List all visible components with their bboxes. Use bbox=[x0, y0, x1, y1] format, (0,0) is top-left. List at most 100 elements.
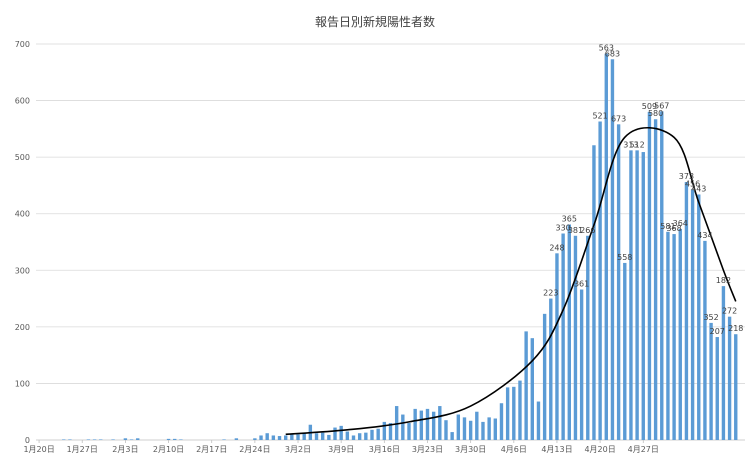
bar bbox=[660, 111, 664, 440]
bar bbox=[487, 417, 491, 440]
x-tick-label: 2月24日 bbox=[239, 445, 270, 454]
data-label: 563 bbox=[599, 44, 614, 53]
bar bbox=[635, 150, 639, 440]
bar bbox=[727, 316, 732, 440]
bar bbox=[111, 439, 115, 440]
bar bbox=[641, 152, 645, 440]
data-label: 352 bbox=[703, 313, 718, 322]
bar bbox=[697, 194, 701, 440]
bar bbox=[629, 150, 633, 440]
bar bbox=[382, 421, 387, 440]
data-labels: 2232483303653813612665215636836735583135… bbox=[543, 0, 749, 336]
bar bbox=[715, 337, 719, 440]
bar bbox=[555, 253, 559, 440]
bar bbox=[99, 439, 103, 440]
bar bbox=[265, 433, 269, 440]
x-tick-label: 4月13日 bbox=[541, 445, 572, 454]
data-label: 313 bbox=[623, 140, 638, 149]
x-tick-label: 4月6日 bbox=[501, 445, 527, 454]
data-label: 567 bbox=[654, 101, 669, 110]
bar bbox=[462, 417, 467, 440]
data-label: 580 bbox=[648, 109, 663, 118]
bar bbox=[524, 331, 528, 440]
bar bbox=[734, 334, 738, 440]
bar bbox=[481, 421, 485, 440]
data-label: 207 bbox=[710, 327, 725, 336]
x-tick-label: 2月17日 bbox=[196, 445, 227, 454]
data-label: 683 bbox=[605, 49, 620, 58]
y-tick-label: 400 bbox=[15, 210, 30, 219]
data-label: 434 bbox=[697, 231, 712, 240]
bar bbox=[598, 121, 602, 440]
x-tick-label: 3月16日 bbox=[369, 445, 400, 454]
bar bbox=[690, 189, 695, 440]
x-tick-label: 3月9日 bbox=[328, 445, 354, 454]
bar bbox=[438, 406, 442, 440]
bar bbox=[493, 418, 498, 440]
bar bbox=[333, 427, 337, 440]
data-label: 218 bbox=[728, 324, 743, 333]
bar bbox=[512, 386, 516, 440]
x-tick-label: 2月3日 bbox=[112, 445, 138, 454]
bar bbox=[123, 438, 128, 440]
bar bbox=[179, 439, 183, 440]
bar bbox=[579, 289, 584, 440]
data-label: 365 bbox=[562, 214, 577, 223]
bar bbox=[394, 406, 399, 440]
bar bbox=[653, 119, 658, 441]
bar bbox=[413, 408, 417, 440]
data-label: 187 bbox=[734, 0, 749, 2]
bar bbox=[277, 436, 282, 440]
bar bbox=[678, 228, 682, 440]
bar bbox=[586, 235, 590, 440]
bar bbox=[234, 438, 239, 440]
data-label: 456 bbox=[685, 179, 700, 188]
x-tick-label: 3月30日 bbox=[455, 445, 486, 454]
bar bbox=[709, 322, 713, 440]
x-tick-label: 3月2日 bbox=[285, 445, 311, 454]
bar bbox=[290, 434, 294, 440]
data-label: 361 bbox=[574, 280, 589, 289]
bar bbox=[431, 411, 436, 440]
chart-title: 報告日別新規陽性者数 bbox=[315, 14, 435, 29]
bar bbox=[475, 411, 479, 440]
bar-series bbox=[62, 53, 738, 441]
bar bbox=[419, 410, 424, 440]
data-label: 521 bbox=[592, 112, 607, 121]
x-tick-label: 1月27日 bbox=[67, 445, 98, 454]
bar bbox=[62, 439, 66, 440]
bar bbox=[530, 338, 534, 440]
bar bbox=[407, 423, 411, 440]
bar bbox=[604, 53, 608, 441]
bar bbox=[296, 434, 300, 440]
trend-line-group bbox=[285, 126, 737, 436]
bar bbox=[259, 435, 263, 440]
bar bbox=[370, 429, 374, 440]
data-label: 364 bbox=[673, 219, 688, 228]
bar bbox=[549, 298, 553, 440]
bar bbox=[345, 431, 350, 440]
bar bbox=[401, 414, 405, 440]
bar bbox=[666, 231, 670, 440]
y-tick-label: 100 bbox=[15, 379, 30, 388]
bar bbox=[592, 145, 596, 440]
data-label: 509 bbox=[642, 102, 657, 111]
bar bbox=[92, 439, 97, 440]
grid-lines bbox=[36, 43, 745, 441]
trend-line bbox=[285, 126, 737, 436]
bar bbox=[86, 439, 91, 440]
bar bbox=[388, 423, 393, 440]
data-label: 272 bbox=[722, 307, 737, 316]
data-label: 512 bbox=[629, 140, 644, 149]
bar bbox=[456, 414, 461, 440]
bar bbox=[271, 435, 276, 440]
bar bbox=[68, 439, 72, 440]
bar bbox=[173, 438, 177, 440]
data-label: 223 bbox=[543, 289, 558, 298]
data-label: 443 bbox=[691, 184, 706, 193]
data-label: 368 bbox=[666, 224, 681, 233]
axes: 0 100 200 300 400 500 600 700 1月20日 1月27日 2月3日 2月10… bbox=[15, 40, 659, 454]
bar bbox=[721, 286, 726, 440]
